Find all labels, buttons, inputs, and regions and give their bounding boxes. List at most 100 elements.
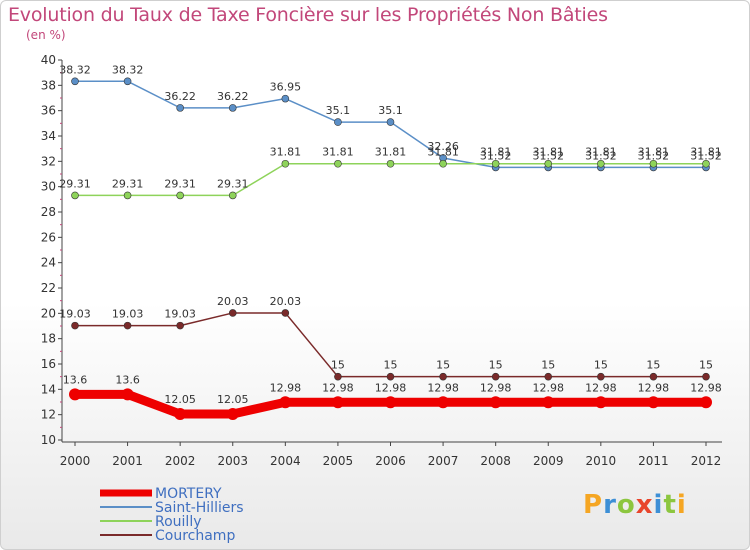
y-tick-label: 18 [41, 332, 56, 346]
data-point [281, 94, 290, 103]
data-point [123, 321, 132, 330]
data-point [597, 159, 605, 168]
data-label: 20.03 [270, 295, 302, 308]
data-label: 15 [384, 359, 398, 372]
data-label: 31.52 [585, 149, 617, 162]
logo-letter: o [616, 490, 636, 520]
y-tick-label: 24 [41, 256, 56, 270]
data-label: 19.03 [112, 308, 144, 321]
data-label: 29.31 [112, 177, 144, 190]
data-point [123, 77, 132, 86]
data-point [491, 159, 500, 168]
proxiti-logo: Proxiti [583, 490, 687, 520]
y-tick-label: 36 [41, 104, 56, 118]
data-label: 36.22 [164, 90, 196, 103]
data-point [597, 372, 605, 381]
x-tick-label: 2002 [165, 454, 196, 468]
y-tick-label: 22 [41, 281, 56, 295]
x-tick-label: 2011 [638, 454, 669, 468]
data-label: 12.98 [427, 381, 459, 394]
data-label: 15 [331, 359, 345, 372]
data-point [702, 372, 710, 381]
legend-label: Saint-Hilliers [155, 500, 244, 516]
data-label: 36.22 [217, 90, 249, 103]
y-tick-label: 40 [41, 53, 56, 67]
y-tick-label: 14 [41, 382, 56, 396]
data-point [649, 372, 658, 381]
logo-letter: i [676, 490, 687, 520]
x-tick-label: 2010 [586, 454, 617, 468]
data-point [386, 159, 395, 168]
data-point [281, 309, 290, 317]
data-point [439, 372, 447, 381]
data-point [69, 388, 81, 401]
data-point [331, 396, 344, 409]
data-label: 13.6 [63, 373, 88, 386]
data-point [544, 372, 553, 381]
data-point [174, 408, 187, 421]
data-label: 31.52 [690, 149, 722, 162]
x-tick-label: 2000 [60, 454, 91, 468]
axes: 10 12 14 16 18 20 22 24 26 28 30 32 34 36 38 40 2000 2001… [41, 53, 722, 468]
data-point [228, 104, 237, 112]
data-point [176, 104, 184, 112]
data-label: 19.03 [164, 308, 196, 321]
data-point [702, 159, 710, 168]
x-tick-label: 2004 [270, 454, 301, 468]
data-label: 12.05 [164, 393, 196, 406]
data-label: 13.6 [115, 373, 140, 386]
data-label: 31.52 [480, 149, 512, 162]
data-point [226, 408, 239, 421]
data-label: 12.98 [322, 381, 354, 394]
data-point [647, 396, 660, 409]
data-point [334, 372, 342, 381]
logo-letter: i [653, 490, 664, 520]
x-tick-label: 2007 [428, 454, 459, 468]
x-tick-label: 2001 [112, 454, 143, 468]
data-point [228, 309, 237, 317]
data-point [176, 321, 184, 330]
data-point [594, 396, 607, 409]
x-tick-label: 2003 [217, 454, 248, 468]
data-label: 31.52 [533, 149, 565, 162]
data-label: 15 [541, 359, 555, 372]
data-label: 31.81 [690, 146, 722, 159]
data-label: 29.31 [217, 177, 249, 190]
data-label: 12.98 [533, 381, 565, 394]
data-label: 12.98 [638, 381, 670, 394]
y-tick-label: 12 [41, 408, 56, 422]
data-point [71, 77, 79, 86]
x-tick-label: 2006 [375, 454, 406, 468]
data-label: 29.31 [164, 177, 196, 190]
data-point [700, 396, 712, 409]
legend-label: Rouilly [155, 514, 202, 530]
y-tick-label: 30 [41, 180, 56, 194]
data-point [123, 191, 132, 200]
data-point [386, 118, 395, 126]
logo-letter: P [583, 490, 604, 520]
data-label: 31.81 [270, 146, 302, 159]
data-label: 35.1 [326, 104, 351, 117]
data-label: 15 [699, 359, 713, 372]
data-label: 31.81 [322, 146, 354, 159]
chart-title: Evolution du Taux de Taxe Foncière sur l… [8, 4, 608, 26]
data-label: 12.98 [690, 381, 722, 394]
data-point [649, 159, 658, 168]
data-point [334, 159, 342, 168]
data-point [437, 396, 450, 409]
logo-letter: t [663, 490, 677, 520]
data-label: 31.81 [638, 146, 670, 159]
data-label: 15 [594, 359, 608, 372]
y-tick-label: 34 [41, 129, 56, 143]
data-label: 12.98 [375, 381, 407, 394]
chart-subtitle: (en %) [26, 28, 66, 42]
y-tick-label: 16 [41, 357, 56, 371]
data-label: 31.81 [427, 146, 459, 159]
x-tick-label: 2012 [691, 454, 722, 468]
data-point [176, 191, 184, 200]
y-tick-label: 26 [41, 230, 56, 244]
data-point [491, 372, 500, 381]
